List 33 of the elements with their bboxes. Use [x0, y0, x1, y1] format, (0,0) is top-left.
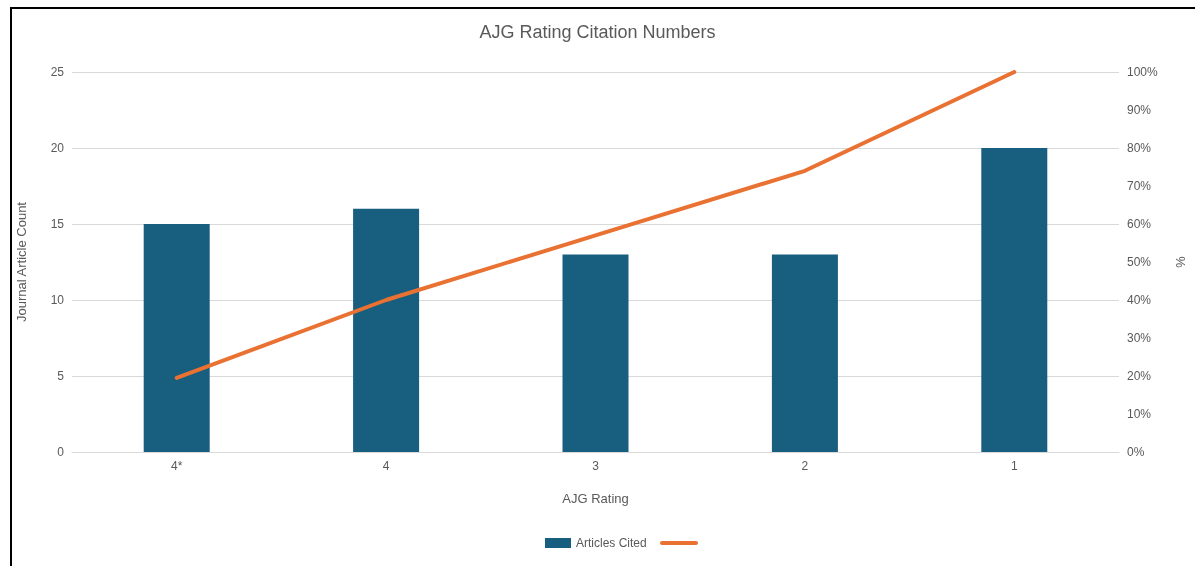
y2-tick-label: 100%	[1127, 65, 1159, 79]
y-axis-title: Journal Article Count	[14, 201, 29, 322]
y2-tick-label: 60%	[1127, 217, 1152, 231]
y-tick-label: 0	[57, 445, 65, 459]
x-tick-label: 3	[592, 459, 600, 473]
y2-tick-label: 70%	[1127, 179, 1152, 193]
x-tick-label: 4	[382, 459, 390, 473]
y2-axis-title: %	[1173, 256, 1188, 269]
x-axis-title: AJG Rating	[562, 491, 629, 506]
y-tick-label: 25	[50, 65, 65, 79]
bar	[771, 254, 838, 452]
x-tick-label: 4*	[171, 459, 183, 473]
y2-tick-label: 10%	[1127, 407, 1152, 421]
legend-label: Articles Cited	[576, 536, 647, 550]
y2-tick-label: 30%	[1127, 331, 1152, 345]
y-tick-label: 10	[50, 293, 65, 307]
y-tick-label: 5	[57, 369, 65, 383]
x-tick-label: 2	[801, 459, 809, 473]
bar	[143, 224, 210, 452]
y2-tick-label: 90%	[1127, 103, 1152, 117]
chart-title: AJG Rating Citation Numbers	[479, 22, 716, 42]
y2-tick-label: 80%	[1127, 141, 1152, 155]
bar	[981, 148, 1048, 452]
y-tick-label: 15	[50, 217, 65, 231]
y2-tick-label: 40%	[1127, 293, 1152, 307]
bar	[562, 254, 629, 452]
x-tick-label: 1	[1010, 459, 1018, 473]
y2-tick-label: 50%	[1127, 255, 1152, 269]
bar	[353, 208, 420, 452]
y2-tick-label: 0%	[1127, 445, 1145, 459]
line-series	[174, 70, 1017, 380]
y2-tick-label: 20%	[1127, 369, 1152, 383]
y-tick-label: 20	[50, 141, 65, 155]
